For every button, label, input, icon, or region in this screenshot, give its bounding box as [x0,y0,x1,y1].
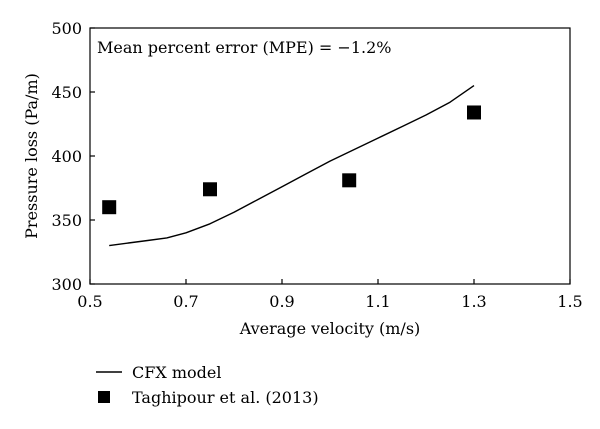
taghipour-data-point [203,182,217,197]
plot-frame [89,27,571,285]
legend-square-swatch [98,391,110,403]
x-tick-label: 0.5 [77,292,102,311]
x-tick-label: 1.3 [461,292,486,311]
x-axis-label: Average velocity (m/s) [239,319,421,338]
x-tick-label: 0.7 [173,292,198,311]
x-tick-label: 0.9 [269,292,294,311]
y-axis-label: Pressure loss (Pa/m) [22,73,41,239]
y-tick-label: 450 [51,83,82,102]
legend-item-cfx-model: CFX model [132,363,221,382]
legend-item-taghipour: Taghipour et al. (2013) [132,388,319,407]
cfx-model-line [109,85,475,247]
legend: CFX model Taghipour et al. (2013) [96,363,319,407]
series-layer [102,85,481,247]
taghipour-data-point [467,105,481,120]
taghipour-data-point [342,173,357,188]
axis-ticks: 0.5 0.7 0.9 1.1 1.3 1.5 300 350 400 450 500 [51,19,582,311]
taghipour-data-point [102,200,117,215]
y-tick-label: 400 [51,147,82,166]
x-tick-label: 1.1 [365,292,390,311]
y-tick-label: 350 [51,211,82,230]
x-tick-label: 1.5 [557,292,582,311]
y-tick-label: 500 [51,19,82,38]
y-tick-label: 300 [51,275,82,294]
annotation-text: Mean percent error (MPE) = −1.2% [97,38,391,57]
